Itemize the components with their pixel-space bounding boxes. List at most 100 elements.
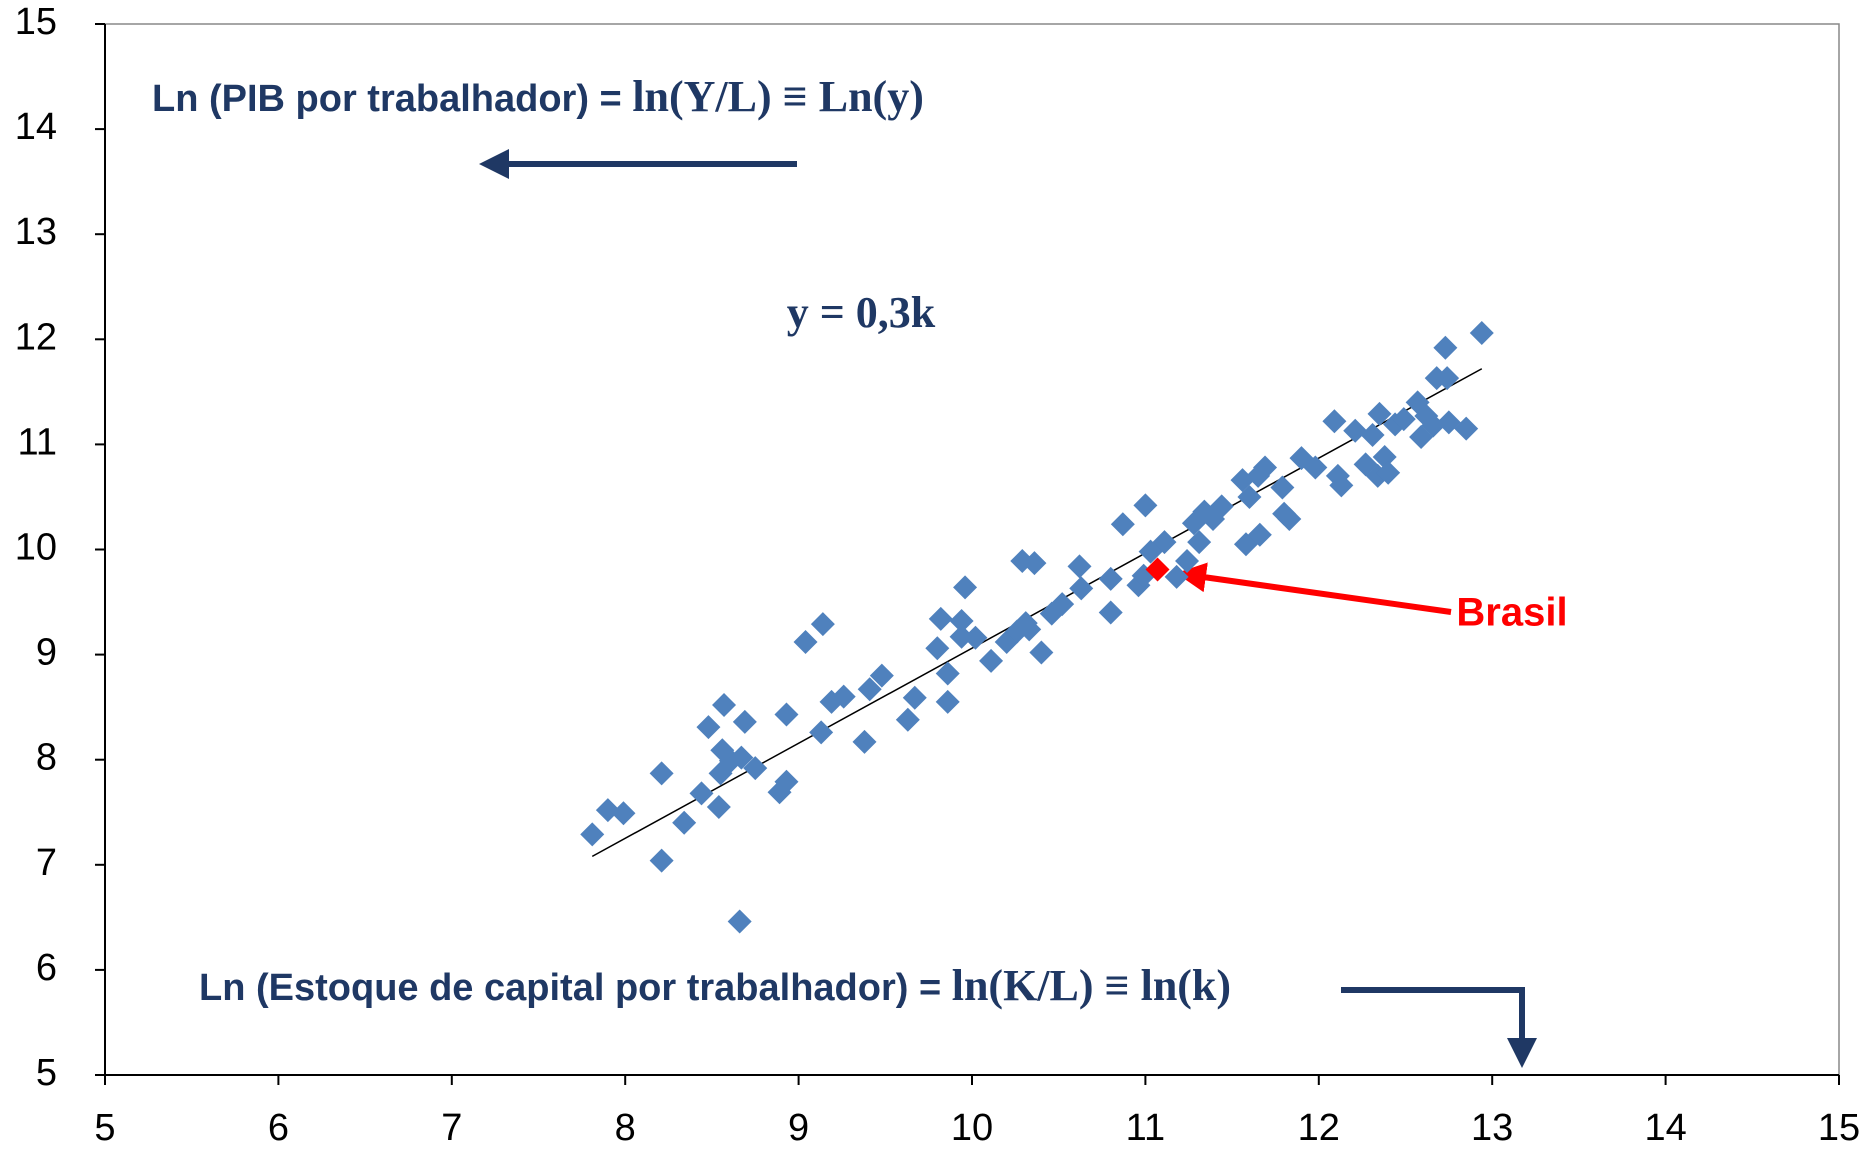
note-part: Ln (Estoque de capital por trabalhador) … [199, 967, 941, 1009]
point [1454, 416, 1479, 441]
note-part: ln(Y/L) ≡ Ln(y) [632, 72, 924, 121]
point [1187, 530, 1212, 555]
point [1022, 551, 1047, 576]
x-tick-label: 6 [268, 1107, 289, 1149]
point [1376, 460, 1401, 485]
point [1343, 418, 1368, 443]
point [895, 707, 920, 732]
x-tick-label: 7 [441, 1107, 462, 1149]
point [1209, 494, 1234, 519]
point [696, 715, 721, 740]
point [727, 909, 752, 934]
x-tick-label: 12 [1298, 1107, 1340, 1149]
x-tick-label: 11 [1126, 1107, 1165, 1149]
point [774, 702, 799, 727]
point [649, 848, 674, 873]
y-tick-label: 7 [36, 842, 57, 884]
y-tick-label: 14 [15, 106, 57, 148]
point [1247, 522, 1272, 547]
note-part: ln(K/L) ≡ ln(k) [952, 961, 1231, 1010]
y-tick-label: 12 [15, 316, 57, 358]
point [1110, 512, 1135, 537]
point [1145, 557, 1170, 582]
point [953, 575, 978, 600]
note-part: Ln (PIB por trabalhador) = [152, 78, 622, 120]
point [1435, 366, 1460, 391]
point [1181, 511, 1206, 536]
point [902, 685, 927, 710]
point [1303, 455, 1328, 480]
point [928, 606, 953, 631]
point [706, 794, 731, 819]
point [1050, 592, 1075, 617]
point [949, 624, 974, 649]
x-variable-note: Ln (Estoque de capital por trabalhador) … [199, 961, 1231, 1010]
point [1237, 484, 1262, 509]
point [774, 769, 799, 794]
point [925, 636, 950, 661]
point [1029, 640, 1054, 665]
point [963, 625, 988, 650]
x-tick-label: 9 [788, 1107, 809, 1149]
plot-area [104, 23, 1840, 1076]
point [729, 745, 754, 770]
y-tick-label: 9 [36, 632, 57, 674]
y-tick-label: 11 [18, 421, 57, 463]
point [935, 689, 960, 714]
point [712, 693, 737, 718]
y-tick-label: 6 [36, 947, 57, 989]
point [1329, 473, 1354, 498]
x-tick-label: 10 [951, 1107, 993, 1149]
point [831, 684, 856, 709]
y-tick-label: 8 [36, 737, 57, 779]
point [1098, 600, 1123, 625]
arrow [1341, 987, 1537, 1068]
point [869, 663, 894, 688]
y-tick-label: 15 [15, 1, 57, 43]
point [611, 801, 636, 826]
x-tick-label: 5 [94, 1107, 115, 1149]
y-variable-note: Ln (PIB por trabalhador) = ln(Y/L) ≡ Ln(… [152, 72, 924, 121]
x-tick-label: 13 [1471, 1107, 1513, 1149]
point [1421, 413, 1446, 438]
point [649, 761, 674, 786]
point [1098, 566, 1123, 591]
point [810, 612, 835, 637]
point [935, 661, 960, 686]
y-tick-label: 13 [15, 211, 57, 253]
point [1270, 475, 1295, 500]
point [689, 781, 714, 806]
x-tick-label: 14 [1644, 1107, 1686, 1149]
point [979, 648, 1004, 673]
point [1133, 493, 1158, 518]
point [1253, 455, 1278, 480]
point [1017, 617, 1042, 642]
brasil-label: Brasil [1456, 591, 1567, 635]
point [1372, 445, 1397, 470]
point [672, 810, 697, 835]
point [732, 709, 757, 734]
x-tick-label: 8 [615, 1107, 636, 1149]
point [1277, 507, 1302, 532]
point [1164, 564, 1189, 589]
point [1367, 401, 1392, 426]
point [1067, 554, 1092, 579]
point [852, 729, 877, 754]
x-tick-label: 15 [1818, 1107, 1860, 1149]
equation: y = 0,3k [787, 288, 936, 337]
arrow [1176, 562, 1452, 615]
y-tick-label: 5 [36, 1052, 57, 1094]
point [949, 608, 974, 633]
point [1322, 409, 1347, 434]
point [1138, 539, 1163, 564]
point [1175, 549, 1200, 574]
point [1391, 407, 1416, 432]
point [809, 720, 834, 745]
point [1360, 422, 1385, 447]
point [1469, 320, 1494, 345]
point [1433, 335, 1458, 360]
point [595, 798, 620, 823]
point [580, 822, 605, 847]
point [743, 756, 768, 781]
